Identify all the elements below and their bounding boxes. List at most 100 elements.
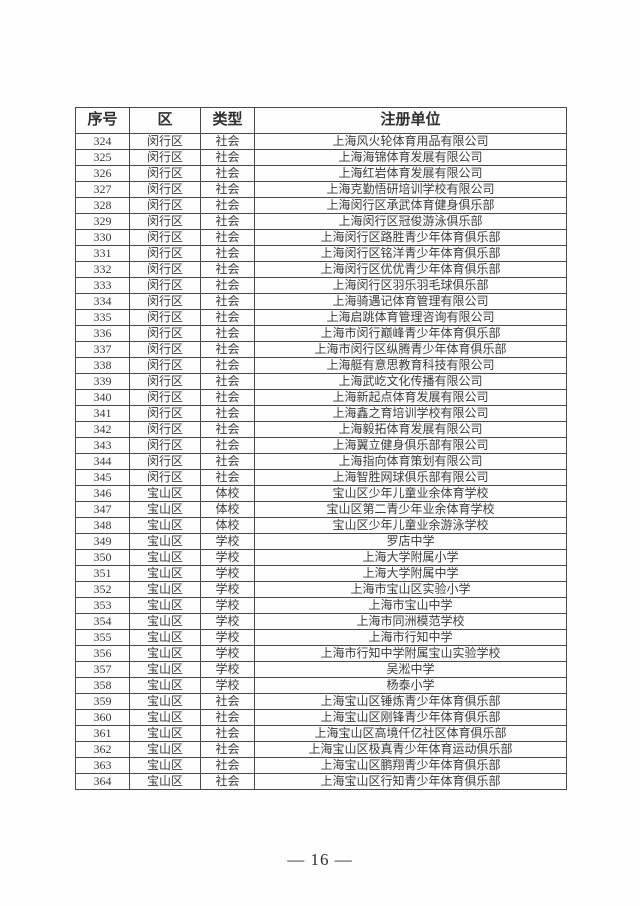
cell-unit: 上海翼立健身俱乐部有限公司 [254, 437, 567, 454]
cell-unit: 上海宝山区高境仟亿社区体育俱乐部 [254, 725, 567, 742]
cell-unit: 上海市同洲模范学校 [254, 613, 567, 630]
cell-district: 闵行区 [129, 325, 201, 342]
table-row: 337 闵行区 社会 上海市闵行区纵腾青少年体育俱乐部 [75, 341, 567, 358]
cell-district: 闵行区 [129, 373, 201, 390]
cell-no: 328 [75, 197, 130, 214]
table-row: 344 闵行区 社会 上海指向体育策划有限公司 [75, 453, 567, 470]
table-row: 351 宝山区 学校 上海大学附属中学 [75, 565, 567, 582]
cell-district: 闵行区 [129, 245, 201, 262]
cell-type: 社会 [200, 773, 255, 790]
cell-unit: 上海智胜网球俱乐部有限公司 [254, 469, 567, 486]
cell-unit: 上海宝山区极真青少年体育运动俱乐部 [254, 741, 567, 758]
cell-no: 324 [75, 133, 130, 150]
cell-type: 社会 [200, 149, 255, 166]
cell-no: 326 [75, 165, 130, 182]
registration-table: 序号区类型 注册单位 324 闵行区 社会 上海风火轮体育用品有限公司 325 闵行区 社会上… [75, 107, 567, 790]
cell-district: 宝山区 [129, 613, 201, 630]
cell-no: 347 [75, 501, 130, 518]
cell-type: 学校 [200, 549, 255, 566]
table-row: 338 闵行区 社会 上海艇有意思教育科技有限公司 [75, 357, 567, 374]
cell-unit: 上海克勤悟研培训学校有限公司 [254, 181, 567, 198]
cell-type: 社会 [200, 725, 255, 742]
table-row: 328 闵行区 社会 上海闵行区承武体育健身俱乐部 [75, 197, 567, 214]
table-row: 325 闵行区 社会 上海海锦体育发展有限公司 [75, 149, 567, 166]
table-row: 363 宝山区 社会 上海宝山区鹏翔青少年体育俱乐部 [75, 757, 567, 774]
cell-no: 355 [75, 629, 130, 646]
cell-type: 社会 [200, 741, 255, 758]
table-row: 355 宝山区 学校 上海市行知中学 [75, 629, 567, 646]
cell-type: 体校 [200, 501, 255, 518]
cell-no: 359 [75, 693, 130, 710]
cell-no: 346 [75, 485, 130, 502]
cell-unit: 上海闵行区承武体育健身俱乐部 [254, 197, 567, 214]
cell-district: 闵行区 [129, 277, 201, 294]
cell-type: 社会 [200, 341, 255, 358]
table-row: 359 宝山区 社会 上海宝山区锤炼青少年体育俱乐部 [75, 693, 567, 710]
cell-no: 361 [75, 725, 130, 742]
cell-unit: 上海海锦体育发展有限公司 [254, 149, 567, 166]
cell-unit: 上海大学附属小学 [254, 549, 567, 566]
table-row: 330 闵行区 社会 上海闵行区路胜青少年体育俱乐部 [75, 229, 567, 246]
cell-district: 宝山区 [129, 549, 201, 566]
table-row: 361 宝山区 社会 上海宝山区高境仟亿社区体育俱乐部 [75, 725, 567, 742]
cell-unit: 上海新起点体育发展有限公司 [254, 389, 567, 406]
cell-unit: 罗店中学 [254, 533, 567, 550]
cell-unit: 宝山区第二青少年业余体育学校 [254, 501, 567, 518]
cell-unit: 上海大学附属中学 [254, 565, 567, 582]
cell-district: 宝山区 [129, 693, 201, 710]
table-header: 序号区类型 注册单位 [75, 107, 567, 134]
cell-district: 闵行区 [129, 421, 201, 438]
cell-district: 宝山区 [129, 757, 201, 774]
table-row: 335 闵行区 社会 上海启跳体育管理咨询有限公司 [75, 309, 567, 326]
cell-district: 闵行区 [129, 229, 201, 246]
cell-unit: 上海闵行区铭洋青少年体育俱乐部 [254, 245, 567, 262]
cell-type: 社会 [200, 389, 255, 406]
cell-district: 闵行区 [129, 197, 201, 214]
table-row: 329 闵行区 社会 上海闵行区冠俊游泳俱乐部 [75, 213, 567, 230]
cell-district: 宝山区 [129, 501, 201, 518]
cell-no: 345 [75, 469, 130, 486]
cell-type: 社会 [200, 437, 255, 454]
cell-type: 社会 [200, 133, 255, 150]
cell-no: 327 [75, 181, 130, 198]
cell-unit: 上海宝山区刚锋青少年体育俱乐部 [254, 709, 567, 726]
cell-district: 宝山区 [129, 773, 201, 790]
cell-district: 宝山区 [129, 517, 201, 534]
cell-district: 宝山区 [129, 645, 201, 662]
table-row: 346 宝山区 体校 宝山区少年儿童业余体育学校 [75, 485, 567, 502]
table-row: 334 闵行区 社会 上海骑遇记体育管理有限公司 [75, 293, 567, 310]
cell-unit: 上海风火轮体育用品有限公司 [254, 133, 567, 150]
cell-no: 349 [75, 533, 130, 550]
cell-no: 336 [75, 325, 130, 342]
cell-type: 社会 [200, 181, 255, 198]
cell-type: 学校 [200, 597, 255, 614]
cell-type: 社会 [200, 229, 255, 246]
cell-type: 社会 [200, 197, 255, 214]
page-number: — 16 — [287, 850, 353, 869]
cell-district: 宝山区 [129, 581, 201, 598]
column-header-no: 序号 [75, 107, 130, 134]
cell-type: 社会 [200, 309, 255, 326]
table-row: 352 宝山区 学校 上海市宝山区实验小学 [75, 581, 567, 598]
cell-type: 学校 [200, 565, 255, 582]
cell-district: 宝山区 [129, 565, 201, 582]
cell-type: 学校 [200, 581, 255, 598]
cell-type: 社会 [200, 469, 255, 486]
column-header-unit: 注册单位 [254, 107, 567, 134]
cell-unit: 上海宝山区鹏翔青少年体育俱乐部 [254, 757, 567, 774]
cell-no: 352 [75, 581, 130, 598]
cell-no: 333 [75, 277, 130, 294]
cell-district: 闵行区 [129, 181, 201, 198]
table-row: 333 闵行区 社会 上海闵行区羽乐羽毛球俱乐部 [75, 277, 567, 294]
cell-district: 宝山区 [129, 709, 201, 726]
cell-type: 学校 [200, 677, 255, 694]
table-row: 345 闵行区 社会 上海智胜网球俱乐部有限公司 [75, 469, 567, 486]
table-row: 339 闵行区 社会 上海武屹文化传播有限公司 [75, 373, 567, 390]
cell-type: 体校 [200, 517, 255, 534]
table-row: 350 宝山区 学校 上海大学附属小学 [75, 549, 567, 566]
cell-district: 宝山区 [129, 741, 201, 758]
cell-no: 356 [75, 645, 130, 662]
cell-type: 社会 [200, 245, 255, 262]
cell-type: 学校 [200, 629, 255, 646]
